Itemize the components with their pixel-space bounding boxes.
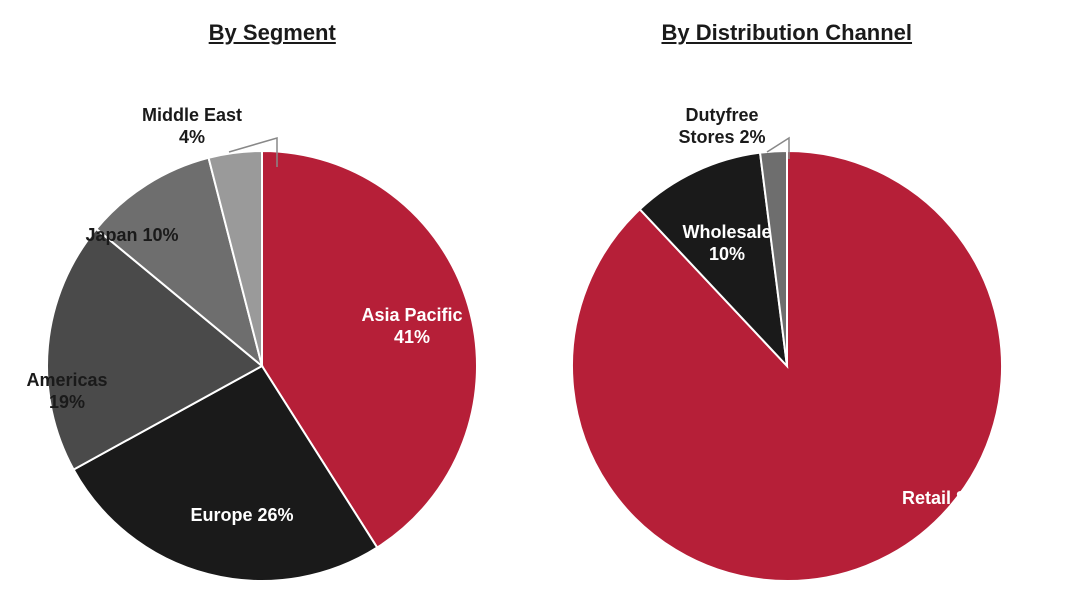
slice-label-middle-east: Middle East4% [142, 105, 242, 147]
chart-title-segment: By Segment [209, 20, 336, 46]
slice-label-retail: Retail 88% [902, 488, 992, 508]
slice-label-europe: Europe 26% [191, 505, 294, 525]
slice-label-dutyfree-stores: DutyfreeStores 2% [678, 105, 765, 147]
chart-by-segment: By Segment Asia Pacific41%Europe 26%Amer… [22, 20, 522, 606]
slice-label-japan: Japan 10% [86, 225, 179, 245]
charts-container: By Segment Asia Pacific41%Europe 26%Amer… [20, 20, 1049, 582]
pie-chart-distribution: Retail 88%Wholesale10%DutyfreeStores 2% [527, 66, 1047, 606]
chart-title-distribution: By Distribution Channel [661, 20, 912, 46]
chart-by-distribution: By Distribution Channel Retail 88%Wholes… [527, 20, 1047, 606]
pie-chart-segment: Asia Pacific41%Europe 26%Americas19%Japa… [22, 66, 522, 606]
